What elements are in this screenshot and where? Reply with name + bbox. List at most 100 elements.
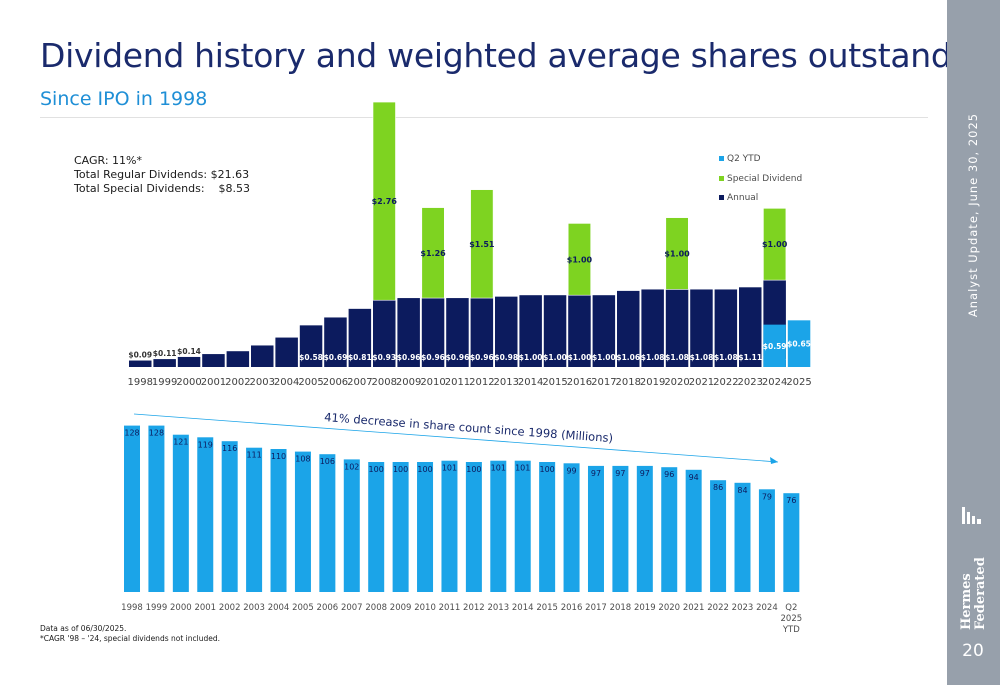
legend-label: Q2 YTD: [727, 154, 761, 164]
sidebar-band: [947, 0, 1000, 685]
legend-swatch: [719, 195, 724, 200]
x-tick-label: 2015: [542, 377, 567, 388]
annual-bar: [275, 337, 298, 367]
annual-value-label: $1.08: [714, 353, 738, 362]
x-tick-label: 1999: [152, 377, 177, 388]
share-x-tick-label: 2009: [390, 603, 412, 613]
share-count-bar: [710, 480, 727, 592]
annual-bar: [714, 289, 738, 367]
special-dividend-bar: [470, 189, 494, 299]
x-tick-label: 2017: [591, 377, 616, 388]
annual-bar: [397, 298, 420, 367]
share-count-label: 99: [566, 466, 576, 475]
share-x-tick-label: 2005: [292, 603, 314, 613]
annual-value-label: $0.58: [299, 353, 323, 362]
annual-value-label: $0.41: [275, 328, 299, 337]
share-count-bar: [661, 467, 678, 592]
annual-value-label: $1.00: [543, 353, 567, 362]
share-count-label: 128: [124, 429, 139, 438]
x-tick-label: 2008: [372, 377, 397, 388]
annual-value-label: $1.08: [641, 353, 665, 362]
share-count-bar: [124, 425, 140, 592]
annual-value-label: $0.93: [372, 353, 396, 362]
annual-bar: [202, 354, 225, 367]
special-dividend-bar: [421, 207, 445, 299]
special-dividends-stat: Total Special Dividends: $8.53: [74, 182, 251, 195]
x-tick-label: 2025: [786, 377, 811, 388]
share-count-bar: [441, 460, 458, 592]
share-count-label: 101: [491, 464, 506, 473]
special-dividend-label: $1.00: [762, 240, 788, 249]
special-dividend-bar: [763, 208, 787, 281]
share-count-label: 96: [664, 470, 674, 479]
x-tick-label: 2024: [762, 377, 787, 388]
annual-bar: [568, 295, 591, 367]
annual-bar: [324, 317, 347, 367]
share-x-tick-label: 2003: [243, 603, 265, 613]
share-count-label: 97: [640, 469, 650, 478]
share-count-bar: [465, 462, 482, 592]
annual-bar: [739, 287, 762, 367]
regular-dividends-stat: Total Regular Dividends: $21.63: [74, 168, 250, 181]
x-tick-label: 2020: [664, 377, 689, 388]
annual-bar: [153, 359, 176, 367]
dividend-stats: CAGR: 11%* Total Regular Dividends: $21.…: [74, 154, 250, 196]
q2-ytd-bar: [787, 320, 811, 367]
annual-value-label: $0.22: [226, 341, 250, 350]
share-count-annotation: 41% decrease in share count since 1998 (…: [324, 410, 614, 445]
q2-ytd-label: $0.59: [763, 342, 787, 351]
share-count-label: 111: [246, 451, 261, 460]
share-count-label: 97: [615, 469, 625, 478]
x-tick-label: 2014: [518, 377, 543, 388]
x-tick-label: 2012: [469, 377, 494, 388]
share-x-tick-label: 2013: [487, 603, 509, 613]
special-dividend-label: $1.51: [469, 240, 495, 249]
share-x-tick-label: 2012: [463, 603, 485, 613]
share-count-bar: [343, 459, 360, 592]
share-count-label: 119: [198, 440, 213, 449]
annual-value-label: $0.96: [470, 353, 494, 362]
x-tick-label: 2023: [738, 377, 763, 388]
share-count-label: 100: [417, 465, 432, 474]
annual-bar: [470, 298, 494, 367]
share-count-label: 116: [222, 444, 237, 453]
special-dividend-label: $2.76: [372, 197, 398, 206]
page-number: 20: [962, 641, 984, 661]
annual-value-label: $1.00: [519, 353, 543, 362]
x-tick-label: 2011: [445, 377, 470, 388]
share-count-label: 79: [762, 492, 772, 501]
share-count-label: 102: [344, 462, 359, 471]
annual-bar: [543, 295, 567, 367]
share-count-bar: [587, 465, 604, 592]
share-x-tick-label: 2018: [610, 603, 632, 613]
share-count-bar: [612, 465, 629, 592]
share-count-label: 94: [689, 473, 699, 482]
x-tick-label: 2004: [274, 377, 299, 388]
annual-value-label: $0.18: [202, 344, 226, 353]
share-count-label: 86: [713, 483, 723, 492]
share-count-bar: [392, 462, 409, 592]
annual-value-label: $0.96: [446, 353, 470, 362]
x-tick-label: 2006: [323, 377, 348, 388]
annual-bar: [299, 325, 323, 367]
share-x-tick-label: 2019: [634, 603, 656, 613]
x-tick-label: 2022: [713, 377, 738, 388]
annual-bar: [177, 356, 201, 367]
legend-swatch: [719, 176, 724, 181]
special-dividend-label: $1.26: [420, 249, 446, 258]
share-x-tick-label: Q2: [785, 603, 797, 613]
annual-bar: [226, 351, 250, 367]
share-x-tick-label: 2014: [512, 603, 534, 613]
share-count-bar: [197, 437, 214, 592]
x-tick-label: 2002: [225, 377, 250, 388]
share-x-tick-label: 2022: [707, 603, 729, 613]
share-count-bar: [758, 489, 775, 592]
x-tick-label: 2021: [689, 377, 714, 388]
cagr-stat: CAGR: 11%*: [74, 154, 142, 167]
x-tick-label: 2010: [420, 377, 445, 388]
share-x-tick-label: 2024: [756, 603, 778, 613]
share-count-bar: [783, 493, 800, 592]
special-dividend-bar: [567, 223, 592, 296]
share-x-tick-label: 2006: [317, 603, 339, 613]
